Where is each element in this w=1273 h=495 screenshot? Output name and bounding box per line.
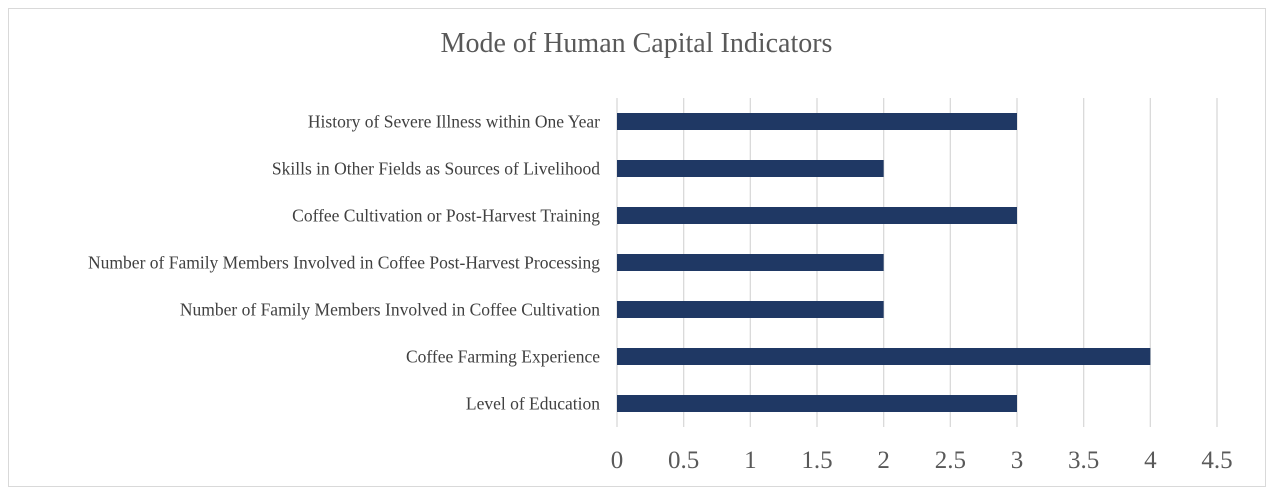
bar — [617, 254, 884, 271]
bar — [617, 348, 1151, 365]
x-tick-label: 4 — [1144, 447, 1157, 474]
bar — [617, 160, 884, 177]
x-tick-label: 1.5 — [801, 447, 832, 474]
category-label: History of Severe Illness within One Yea… — [308, 112, 600, 132]
bar — [617, 301, 884, 318]
x-tick-label: 4.5 — [1201, 447, 1232, 474]
x-tick-label: 2 — [877, 447, 890, 474]
x-tick-label: 0 — [611, 447, 624, 474]
x-tick-label: 3.5 — [1068, 447, 1099, 474]
x-tick-label: 0.5 — [668, 447, 699, 474]
x-tick-label: 2.5 — [935, 447, 966, 474]
bar — [617, 395, 1017, 412]
category-label: Number of Family Members Involved in Cof… — [180, 300, 600, 320]
x-tick-label: 3 — [1011, 447, 1024, 474]
category-label: Coffee Farming Experience — [406, 347, 600, 367]
bar — [617, 207, 1017, 224]
category-label: Number of Family Members Involved in Cof… — [88, 253, 600, 273]
category-label: Skills in Other Fields as Sources of Liv… — [272, 159, 600, 179]
category-label: Level of Education — [466, 394, 600, 414]
bar — [617, 113, 1017, 130]
chart-title: Mode of Human Capital Indicators — [440, 28, 833, 59]
category-label: Coffee Cultivation or Post-Harvest Train… — [292, 206, 600, 226]
x-tick-label: 1 — [744, 447, 757, 474]
